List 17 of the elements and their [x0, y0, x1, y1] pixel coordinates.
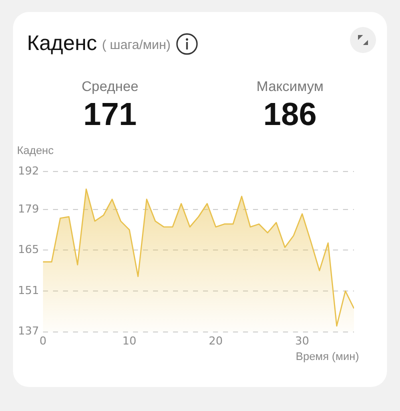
y-tick-label: 151 [18, 284, 39, 297]
x-tick-label: 10 [122, 334, 136, 348]
text: 171 [82, 96, 138, 133]
y-tick-label: 192 [18, 164, 39, 178]
chart-subtitle: ( шага/мин) [102, 36, 171, 52]
x-axis-title: Время (мин) [296, 351, 359, 363]
y-tick-label: 137 [18, 324, 39, 338]
x-tick-label: 30 [295, 334, 310, 348]
y-axis-title: Каденс [17, 145, 54, 157]
x-tick-label: 20 [208, 334, 223, 348]
text: Максимум [256, 78, 324, 94]
x-tick-label: 0 [39, 334, 46, 348]
text: 186 [262, 96, 318, 133]
chart-title: Каденс [27, 32, 97, 56]
y-tick-label: 165 [18, 243, 39, 256]
y-tick-label: 179 [18, 202, 39, 216]
text: Среднее [80, 78, 140, 94]
